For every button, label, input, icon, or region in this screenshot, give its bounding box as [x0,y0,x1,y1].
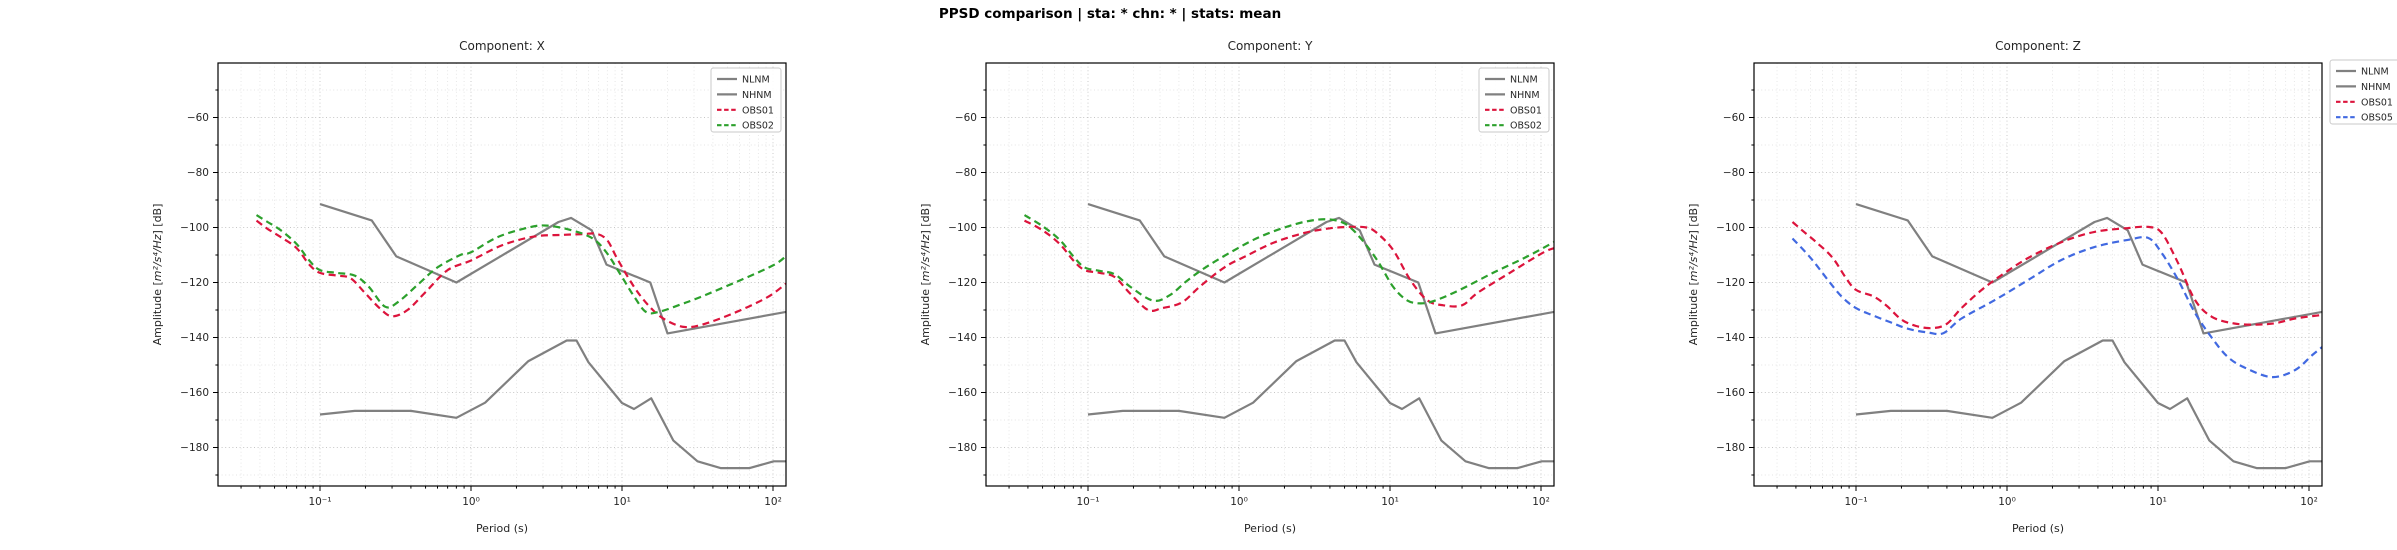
svg-text:−180: −180 [948,442,977,454]
x-axis-label: Period (s) [2012,522,2064,535]
series-group [1023,203,1554,470]
svg-text:−60: −60 [1723,112,1745,124]
svg-text:10¹: 10¹ [1381,496,1399,508]
tick-labels: 10⁻¹ 10⁰ 10¹ 10² −60 −80 −100 −120 −140 −160 −180 [1716,112,2318,508]
plot-area-border [1753,62,2323,487]
figure-suptitle: PPSD comparison | sta: * chn: * | stats:… [938,6,1282,22]
y-axis-label: Amplitude [m²/s⁴/Hz] [dB] [151,204,164,346]
legend: NLNM NHNM OBS01 OBS05 [2329,59,2397,125]
series-obs01-line [1791,221,2322,330]
svg-text:10⁰: 10⁰ [1998,496,2016,508]
grid-minor [986,63,1554,486]
svg-text:−60: −60 [187,112,209,124]
axis-ticks [213,89,774,491]
grid-major [986,63,1554,486]
legend: NLNM NHNM OBS01 OBS02 [1478,67,1550,133]
subplot-title: Component: Z [1995,39,2081,53]
plot-area-border [985,62,1555,487]
svg-text:−160: −160 [180,387,209,399]
legend-label: OBS05 [2361,113,2393,124]
svg-text:−140: −140 [180,332,209,344]
svg-text:−80: −80 [1723,167,1745,179]
series-nlnm-line [1087,339,1554,470]
series-nlnm-line [319,339,786,470]
svg-text:10⁰: 10⁰ [462,496,480,508]
svg-text:−80: −80 [187,167,209,179]
grid-minor [1754,63,2322,486]
svg-text:−80: −80 [955,167,977,179]
legend-label: OBS02 [1510,121,1542,132]
series-obs05-line [1791,236,2322,379]
legend-label: NHNM [1510,90,1540,101]
y-axis-label: Amplitude [m²/s⁴/Hz] [dB] [919,204,932,346]
subplot-title: Component: Y [1228,39,1314,53]
svg-text:10⁻¹: 10⁻¹ [1076,496,1099,508]
subplot-x: 10⁻¹ 10⁰ 10¹ 10² −60 −80 −100 −120 −140 −160 −180 P… [151,39,787,535]
series-nhnm-line [319,203,786,335]
tick-labels: 10⁻¹ 10⁰ 10¹ 10² −60 −80 −100 −120 −140 −160 −180 [948,112,1550,508]
y-axis-label: Amplitude [m²/s⁴/Hz] [dB] [1687,204,1700,346]
subplot-z: 10⁻¹ 10⁰ 10¹ 10² −60 −80 −100 −120 −140 −160 −180 P… [1687,39,2397,535]
series-group [1791,203,2322,470]
legend-label: NLNM [1510,75,1538,86]
svg-text:10²: 10² [764,496,782,508]
legend-label: NLNM [742,75,770,86]
svg-text:−100: −100 [948,222,977,234]
legend-label: OBS01 [742,105,774,116]
plot-area-border [217,62,787,487]
subplot-y: 10⁻¹ 10⁰ 10¹ 10² −60 −80 −100 −120 −140 −160 −180 P… [919,39,1555,535]
series-group [255,203,786,470]
legend-label: NHNM [742,90,772,101]
x-axis-label: Period (s) [1244,522,1296,535]
svg-text:−120: −120 [948,277,977,289]
series-obs01-line [255,219,786,329]
legend-label: NHNM [2361,82,2391,93]
subplot-title: Component: X [459,39,545,53]
svg-text:−140: −140 [948,332,977,344]
axis-ticks [981,89,1542,491]
grid-major [1754,63,2322,486]
svg-text:−160: −160 [1716,387,1745,399]
svg-text:10⁻¹: 10⁻¹ [1844,496,1867,508]
svg-text:10²: 10² [1532,496,1550,508]
grid-major [218,63,786,486]
legend-label: OBS01 [1510,105,1542,116]
legend-label: OBS01 [2361,97,2393,108]
svg-text:10²: 10² [2300,496,2318,508]
axis-ticks [1749,89,2310,491]
svg-text:−120: −120 [1716,277,1745,289]
svg-text:10¹: 10¹ [2149,496,2167,508]
series-obs01-line [1023,219,1554,312]
svg-text:−180: −180 [180,442,209,454]
series-nlnm-line [1855,339,2322,470]
legend-label: NLNM [2361,67,2389,78]
legend: NLNM NHNM OBS01 OBS02 [710,67,782,133]
svg-text:−180: −180 [1716,442,1745,454]
series-obs02-line [255,214,786,315]
svg-text:−100: −100 [180,222,209,234]
svg-text:−140: −140 [1716,332,1745,344]
svg-text:10⁻¹: 10⁻¹ [308,496,331,508]
legend-label: OBS02 [742,121,774,132]
x-axis-label: Period (s) [476,522,528,535]
series-obs02-line [1023,214,1554,305]
svg-text:−160: −160 [948,387,977,399]
svg-text:10¹: 10¹ [613,496,631,508]
svg-text:−120: −120 [180,277,209,289]
svg-text:10⁰: 10⁰ [1230,496,1248,508]
series-nhnm-line [1855,203,2322,335]
svg-text:−100: −100 [1716,222,1745,234]
grid-minor [218,63,786,486]
series-nhnm-line [1087,203,1554,335]
tick-labels: 10⁻¹ 10⁰ 10¹ 10² −60 −80 −100 −120 −140 −160 −180 [180,112,782,508]
svg-text:−60: −60 [955,112,977,124]
